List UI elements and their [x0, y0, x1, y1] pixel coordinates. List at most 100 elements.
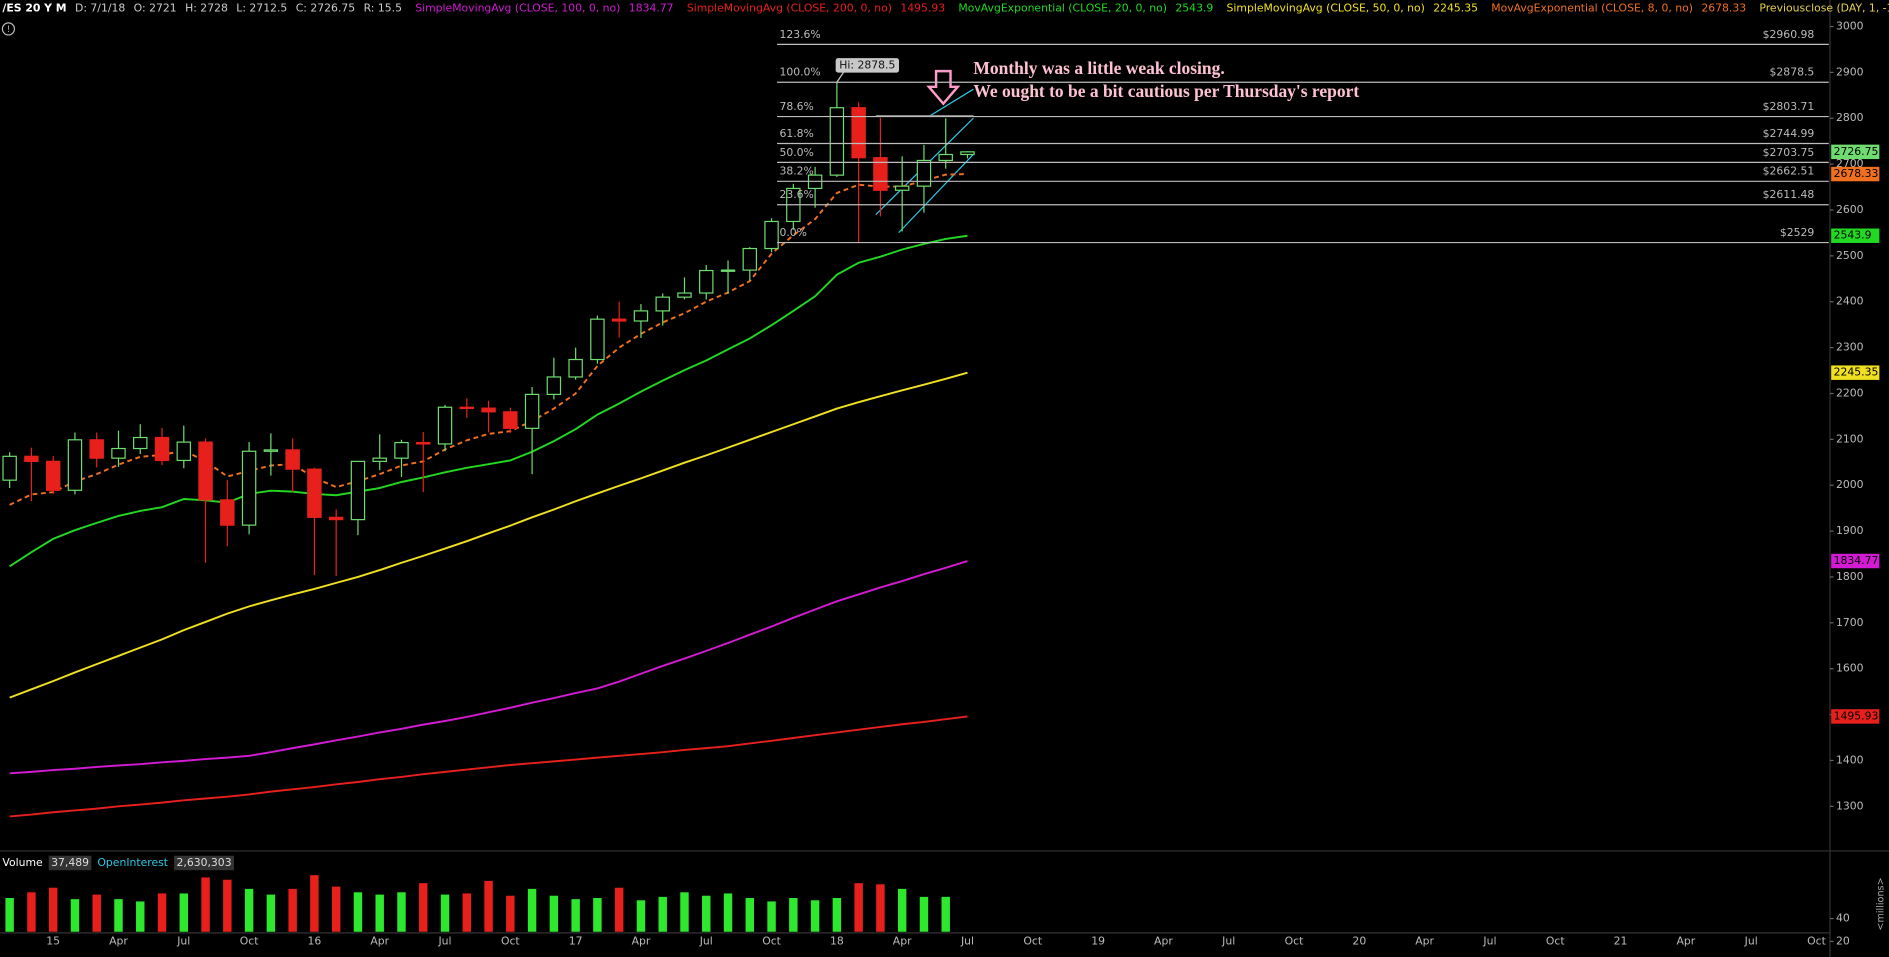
legend-entry: MovAvgExponential (CLOSE, 20, 0, no)	[958, 1, 1167, 14]
y-tick-label: 2800	[1836, 111, 1864, 124]
candle-body	[916, 159, 932, 187]
volume-bar	[484, 880, 493, 932]
volume-pane	[5, 875, 950, 932]
volume-oi-title: OpenInterest	[97, 856, 168, 869]
volume-bar	[114, 899, 123, 932]
candle-body	[590, 318, 605, 361]
volume-bar	[462, 893, 472, 932]
price-tag	[1831, 228, 1880, 243]
price-tag-label: 2543.9	[1834, 229, 1872, 242]
volume-oi-text: 2,630,303	[177, 856, 232, 869]
price-tag-label: 1495.93	[1834, 709, 1879, 722]
legend-entry: Previousclose (DAY, 1, -1, yes)	[1759, 1, 1889, 14]
fib-price: $2803.71	[1763, 100, 1815, 113]
fib-percent: 78.6%	[779, 100, 813, 113]
candle-body	[938, 153, 953, 162]
annotation: We ought to be a bit cautious per Thursd…	[973, 81, 1359, 101]
value-box	[174, 855, 235, 871]
volume-bar	[440, 894, 450, 932]
y-tick-label: 3000	[1836, 20, 1864, 33]
volume-bar	[658, 896, 667, 932]
info-icon[interactable]	[1, 22, 16, 36]
volume-bar	[876, 884, 885, 932]
y-tick-label: 2500	[1836, 249, 1864, 262]
x-tick-label: 18	[830, 934, 844, 947]
x-tick-label: Jul	[176, 934, 190, 947]
volume-bar	[745, 898, 755, 932]
volume-bar	[353, 892, 363, 932]
volume-bar	[571, 899, 580, 932]
volume-bar	[5, 898, 14, 932]
y-tick-label: 2000	[1836, 478, 1864, 491]
y-tick-label: 1800	[1836, 570, 1864, 583]
legend-value: 1495.93	[900, 1, 945, 14]
volume-bar	[549, 895, 559, 932]
x-tick-label: 16	[308, 934, 322, 947]
x-tick-label: Oct	[1546, 934, 1565, 947]
candle-body	[45, 460, 61, 491]
fib-percent: 0.0%	[779, 226, 807, 239]
candle-body	[176, 441, 192, 462]
volume-bar	[157, 893, 167, 932]
header-range: R: 15.5	[364, 1, 402, 14]
candle-body	[894, 185, 910, 191]
x-tick-label: Jul	[699, 934, 713, 947]
volume-bar	[397, 892, 406, 932]
x-tick-label: Apr	[370, 934, 389, 947]
x-tick-label: 17	[569, 934, 583, 947]
header-high: H: 2728	[185, 1, 228, 14]
x-tick-label: 19	[1091, 934, 1105, 947]
x-tick-label: Apr	[1154, 934, 1173, 947]
volume-bar	[614, 887, 624, 932]
legend-entry: SimpleMovingAvg (CLOSE, 200, 0, no)	[687, 1, 892, 14]
down-arrow	[926, 69, 961, 106]
fib-percent: 50.0%	[779, 146, 813, 159]
x-tick-label: Jul	[1221, 934, 1235, 947]
fib-price: $2878.5	[1770, 66, 1815, 79]
legend-value: 1834.77	[629, 1, 674, 14]
fib-percent: 123.6%	[779, 28, 820, 41]
candle-body	[611, 318, 627, 322]
candle-body	[285, 449, 300, 470]
volume-bar	[789, 898, 798, 932]
price-tag	[1831, 709, 1880, 724]
volume-bar	[941, 896, 950, 932]
moving-average	[9, 715, 968, 818]
volume-bar	[27, 892, 36, 932]
volume-bar	[636, 900, 646, 932]
y-tick-label: 2300	[1836, 341, 1864, 354]
candle-body	[263, 449, 279, 452]
volume-bar	[201, 877, 210, 932]
x-tick-label: Apr	[893, 934, 912, 947]
candle-body	[416, 441, 431, 445]
x-tick-label: Oct	[1807, 934, 1826, 947]
fib-price: $2703.75	[1763, 146, 1815, 159]
x-tick-label: 15	[46, 934, 60, 947]
volume-bar	[136, 901, 145, 932]
fib-price: $2662.51	[1763, 165, 1815, 178]
candle-body	[133, 436, 148, 450]
y-tick-label: 1600	[1836, 662, 1864, 675]
volume-bar	[48, 887, 58, 932]
candle-body	[111, 447, 126, 459]
price-tag	[1831, 365, 1880, 380]
candle-body	[568, 358, 583, 378]
volume-bar	[854, 883, 863, 932]
candle-body	[677, 292, 692, 298]
fib-price: $2529	[1780, 226, 1815, 239]
volume-bar	[810, 900, 820, 932]
volume-bar	[723, 893, 733, 932]
volume-bar	[310, 875, 319, 932]
candle-body	[2, 455, 17, 481]
candle-body	[350, 460, 366, 521]
candle-body	[241, 450, 257, 526]
annotation: Monthly was a little weak closing.	[973, 58, 1224, 78]
x-tick-label: Oct	[240, 934, 259, 947]
volume-unit: <millions>	[1876, 877, 1887, 930]
legend-entry: MovAvgExponential (CLOSE, 8, 0, no)	[1491, 1, 1693, 14]
header-date: D: 7/1/18	[75, 1, 125, 14]
y-tick-label: 2900	[1836, 65, 1864, 78]
